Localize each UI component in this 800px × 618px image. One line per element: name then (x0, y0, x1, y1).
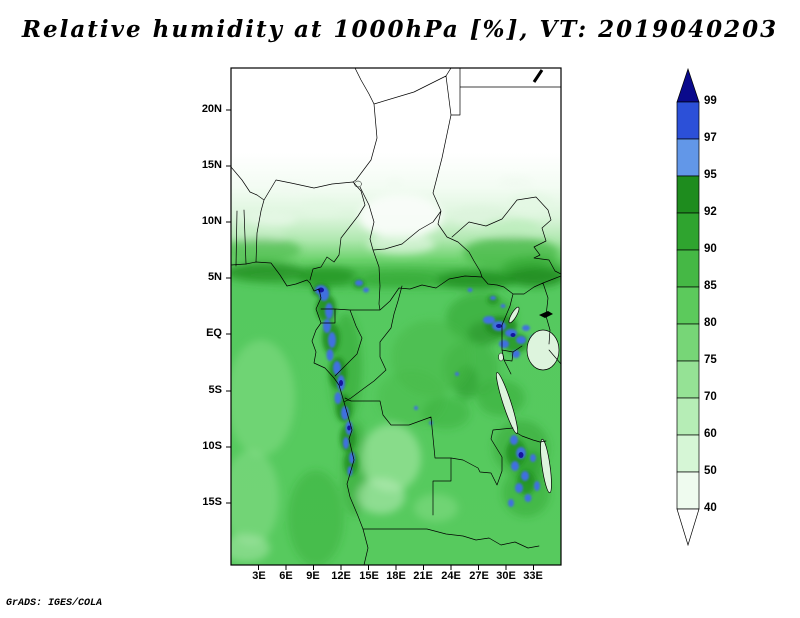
colorbar-arrow-bottom (676, 508, 700, 546)
colorbar-label: 85 (704, 280, 717, 292)
y-tick-label: 15S (202, 496, 222, 508)
x-tick-label: 24E (441, 570, 461, 582)
y-tick-label: 20N (201, 103, 222, 115)
colorbar-segment (676, 101, 700, 140)
axis-ticks (226, 109, 534, 570)
coastline (231, 261, 369, 565)
colorbar-segment (676, 434, 700, 473)
colorbar-segment (676, 286, 700, 325)
colorbar-label: 95 (704, 169, 717, 181)
y-tick-label: 10N (201, 215, 222, 227)
y-tick-label: 5S (208, 384, 222, 396)
lakes (354, 69, 560, 494)
colorbar-label: 92 (704, 206, 717, 218)
humidity-field (231, 68, 561, 565)
attribution: GrADS: IGES/COLA (6, 598, 103, 609)
chart-title: Relative humidity at 1000hPa [%], VT: 20… (21, 16, 779, 43)
x-tick-label: 33E (523, 570, 543, 582)
colorbar-label: 70 (704, 391, 717, 403)
x-tick-label: 3E (252, 570, 266, 582)
lake-chad (354, 180, 362, 188)
lake-nasser (532, 69, 544, 83)
map-plot (226, 67, 562, 570)
y-tick-label: EQ (206, 327, 222, 339)
colorbar-segment (676, 397, 700, 436)
colorbar-label: 80 (704, 317, 717, 329)
colorbar-label: 60 (704, 428, 717, 440)
humidity-blue-patches (315, 280, 540, 507)
x-tick-label: 15E (359, 570, 379, 582)
colorbar-segment (676, 360, 700, 399)
colorbar-label: 99 (704, 95, 717, 107)
x-tick-label: 21E (413, 570, 433, 582)
colorbar-label: 90 (704, 243, 717, 255)
lake-victoria (526, 329, 560, 371)
lake-malawi (540, 438, 552, 494)
y-tick-label: 10S (202, 440, 222, 452)
colorbar-label: 97 (704, 132, 717, 144)
colorbar-segment (676, 175, 700, 214)
x-tick-label: 18E (386, 570, 406, 582)
y-tick-label: 15N (201, 159, 222, 171)
lake-albert (508, 306, 520, 324)
colorbar (676, 68, 700, 546)
x-tick-label: 9E (306, 570, 320, 582)
humidity-navy-cores (318, 287, 524, 458)
x-tick-label: 30E (496, 570, 516, 582)
country-borders (231, 68, 561, 565)
colorbar-segment (676, 212, 700, 251)
lake-tanganyika (496, 372, 518, 434)
x-tick-label: 27E (469, 570, 489, 582)
x-tick-label: 6E (279, 570, 293, 582)
colorbar-label: 50 (704, 465, 717, 477)
colorbar-segment (676, 323, 700, 362)
borders (231, 68, 561, 549)
x-tick-label: 12E (331, 570, 351, 582)
map-frame (230, 67, 562, 566)
colorbar-segment (676, 249, 700, 288)
colorbar-arrow-top (676, 68, 700, 103)
colorbar-label: 75 (704, 354, 717, 366)
y-tick-label: 5N (207, 271, 222, 283)
colorbar-label: 40 (704, 502, 717, 514)
colorbar-segment (676, 471, 700, 510)
colorbar-segment (676, 138, 700, 177)
